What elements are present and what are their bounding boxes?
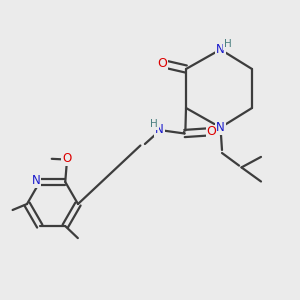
Text: H: H <box>150 119 158 129</box>
Text: H: H <box>224 39 232 49</box>
Text: N: N <box>216 121 225 134</box>
Text: O: O <box>157 57 167 70</box>
Text: N: N <box>155 123 164 136</box>
Text: O: O <box>207 125 216 139</box>
Text: N: N <box>32 174 40 187</box>
Text: N: N <box>216 43 225 56</box>
Text: O: O <box>62 152 71 165</box>
